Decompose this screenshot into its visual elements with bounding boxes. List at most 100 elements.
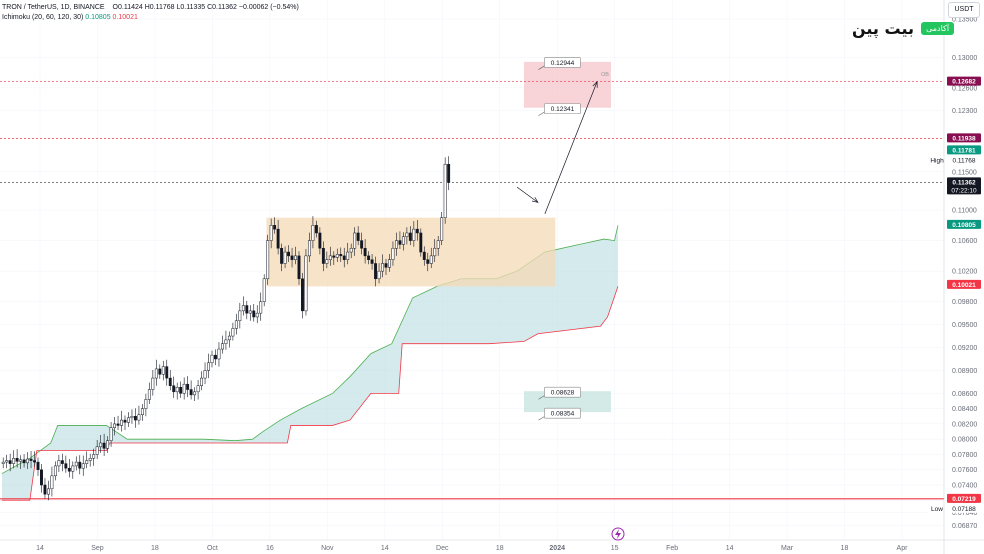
candle-body [255, 312, 259, 318]
price-tick-label: 0.10200 [952, 269, 977, 276]
candle-body [193, 391, 197, 396]
price-tick-label: 0.07600 [952, 467, 977, 474]
span-b-line [2, 286, 619, 501]
indicator-value-a: 0.10805 [85, 14, 111, 21]
candle-body [12, 458, 16, 464]
price-tick-label: 0.12300 [952, 108, 977, 115]
candle-body [71, 465, 75, 472]
candle-body [203, 370, 207, 379]
brand-name: بیت پین [852, 19, 914, 38]
zone-label: OB [601, 72, 609, 78]
candle-body [123, 419, 127, 423]
price-label: 0.11768 [952, 157, 975, 164]
candle-body [429, 255, 433, 264]
time-tick-label: Feb [666, 545, 678, 552]
candle-body [283, 251, 287, 264]
arrow-head [531, 197, 539, 203]
candle-body [81, 463, 85, 469]
candle-body [189, 389, 193, 396]
candle-body [356, 232, 360, 241]
price-tick-label: 0.09800 [952, 299, 977, 306]
candle-body [57, 460, 61, 467]
horizontal-lines [0, 81, 944, 500]
candle-body [405, 232, 409, 238]
indicator-value-b: 0.10021 [112, 14, 138, 21]
candle-body [102, 442, 106, 449]
price-label: 0.10021 [952, 282, 976, 289]
candle-body [26, 458, 30, 464]
candle-body [1, 461, 5, 464]
candle-body [436, 240, 440, 249]
candle-body [36, 461, 40, 470]
price-label: 0.11362 [952, 179, 976, 186]
candle-body [95, 446, 99, 455]
price-axis: 0.135000.130000.127000.126000.123000.115… [952, 17, 977, 530]
countdown-label: 07:22:10 [951, 187, 977, 194]
price-labels: 0.126820.119380.117810.11768High0.113620… [928, 76, 981, 513]
candle-body [120, 419, 123, 426]
candle-body [314, 225, 318, 234]
time-tick-label: 16 [266, 545, 274, 552]
candle-body [266, 240, 270, 280]
callout-label: 0.08354 [551, 411, 575, 418]
indicator-header: Ichimoku (20, 60, 120, 30) 0.10805 0.100… [2, 14, 138, 21]
candle-body [328, 255, 332, 260]
candle-body [154, 368, 158, 379]
price-tick-label: 0.11000 [952, 208, 977, 215]
price-tick-label: 0.11500 [952, 169, 977, 176]
candle-body [200, 377, 204, 386]
trend-arrow [544, 81, 598, 214]
candle-body [447, 163, 451, 183]
price-tick-label: 0.12600 [952, 85, 977, 92]
candle-body [133, 416, 137, 421]
time-tick-label: Nov [321, 545, 334, 552]
candle-body [259, 301, 263, 314]
candle-body [321, 247, 325, 264]
lightning-icon[interactable] [611, 527, 625, 541]
candle-body [401, 236, 405, 245]
candle-body [301, 278, 304, 312]
candle-body [40, 469, 43, 486]
callouts: 0.12944 0.12341 0.08628 0.08354 [538, 57, 581, 421]
candle-body [158, 368, 162, 375]
price-tag-bg [928, 155, 946, 165]
callout-box [544, 103, 581, 114]
candle-body [398, 240, 402, 245]
candle-body [332, 255, 336, 258]
candle-body [248, 310, 252, 314]
candle-body [415, 228, 419, 234]
time-tick-label: 2024 [549, 545, 565, 552]
price-label: 0.11938 [952, 135, 976, 142]
candle-body [370, 259, 374, 264]
price-label: 0.10805 [952, 222, 976, 229]
candle-body [186, 383, 190, 390]
price-label: 0.12682 [952, 79, 976, 86]
candle-body [210, 354, 214, 364]
time-tick-label: Dec [436, 545, 449, 552]
time-tick-label: Oct [207, 545, 218, 552]
candle-body [349, 247, 353, 253]
drawings [516, 80, 598, 214]
candle-body [8, 460, 12, 464]
candle-body [109, 427, 113, 441]
price-tick-label: 0.07400 [952, 483, 977, 490]
currency-unit-button[interactable]: USDT [948, 2, 980, 18]
candle-body [67, 467, 71, 472]
candle-body [224, 339, 228, 344]
candle-body [311, 225, 315, 241]
zones: OB [266, 61, 611, 413]
candle-body [241, 305, 245, 312]
candle-body [318, 232, 322, 249]
candle-body [113, 423, 117, 428]
price-label-bg [947, 503, 981, 513]
candle-body [144, 399, 148, 409]
candle-body [227, 335, 231, 341]
candle-body [172, 385, 176, 393]
chart-grid [0, 0, 944, 540]
price-label: 0.07219 [952, 496, 976, 503]
candle-body [175, 386, 179, 393]
time-tick-label: Apr [897, 545, 909, 552]
candle-body [262, 278, 266, 302]
price-tick-label: 0.07800 [952, 452, 977, 459]
